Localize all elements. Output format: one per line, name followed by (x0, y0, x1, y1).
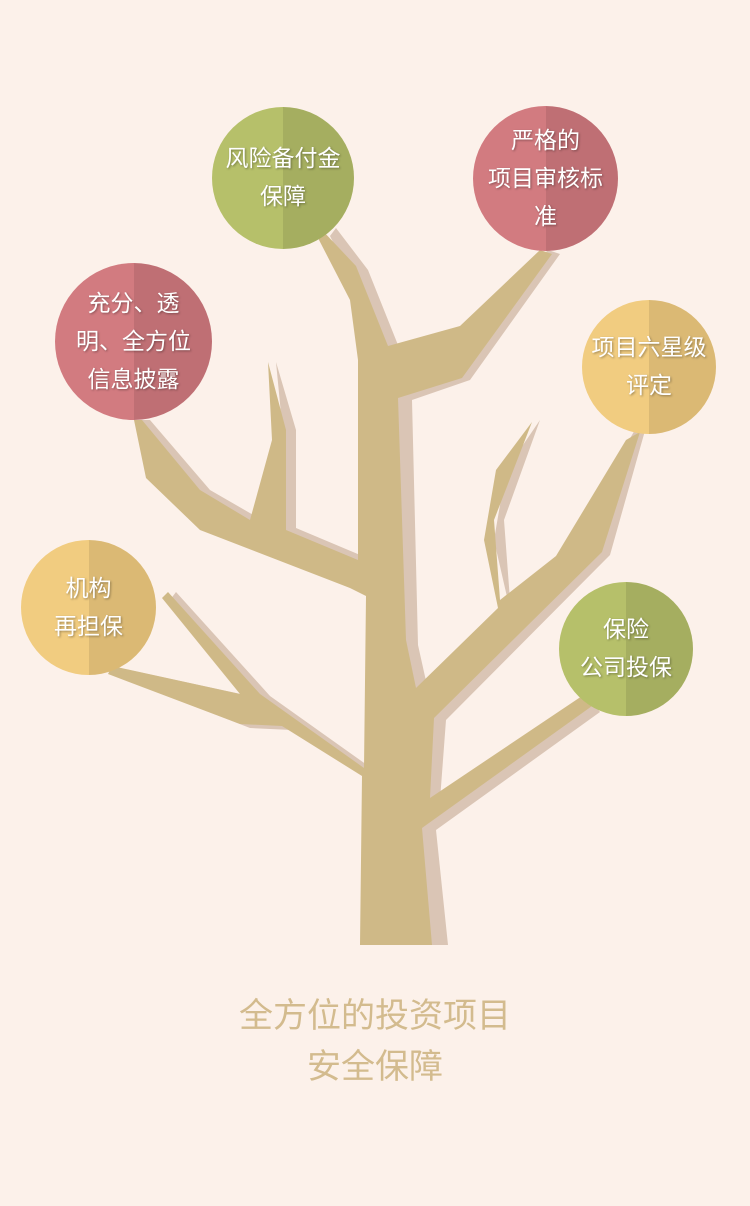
node-label: 严格的 项目审核标 准 (488, 127, 603, 230)
node-label: 充分、透 明、全方位 信息披露 (76, 290, 191, 393)
node-guarantee: 机构 再担保 (21, 540, 156, 675)
node-disclosure: 充分、透 明、全方位 信息披露 (55, 263, 212, 420)
node-label: 风险备付金 保障 (225, 146, 341, 210)
tree-trunk (108, 230, 640, 945)
caption-line-1: 全方位的投资项目 (239, 996, 511, 1036)
node-six-star: 项目六星级 评定 (582, 300, 716, 434)
caption-line-2: 安全保障 (307, 1047, 443, 1087)
node-strict-review: 严格的 项目审核标 准 (473, 106, 618, 251)
node-label: 项目六星级 评定 (591, 335, 707, 399)
node-insurance: 保险 公司投保 (559, 582, 693, 716)
node-label: 保险 公司投保 (580, 617, 672, 681)
node-label: 机构 再担保 (54, 575, 123, 640)
node-risk-reserve: 风险备付金 保障 (212, 107, 354, 249)
